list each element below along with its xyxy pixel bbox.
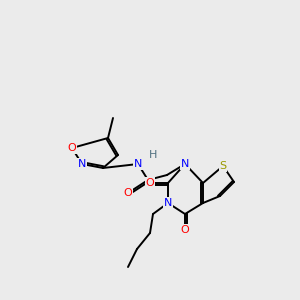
Text: O: O	[181, 225, 189, 235]
Text: N: N	[164, 198, 172, 208]
Text: H: H	[149, 150, 157, 160]
Text: N: N	[134, 159, 142, 169]
Text: O: O	[68, 143, 76, 153]
Text: N: N	[181, 159, 189, 169]
Text: S: S	[219, 161, 226, 171]
Text: O: O	[146, 178, 154, 188]
Text: O: O	[124, 188, 132, 198]
Text: N: N	[78, 159, 86, 169]
